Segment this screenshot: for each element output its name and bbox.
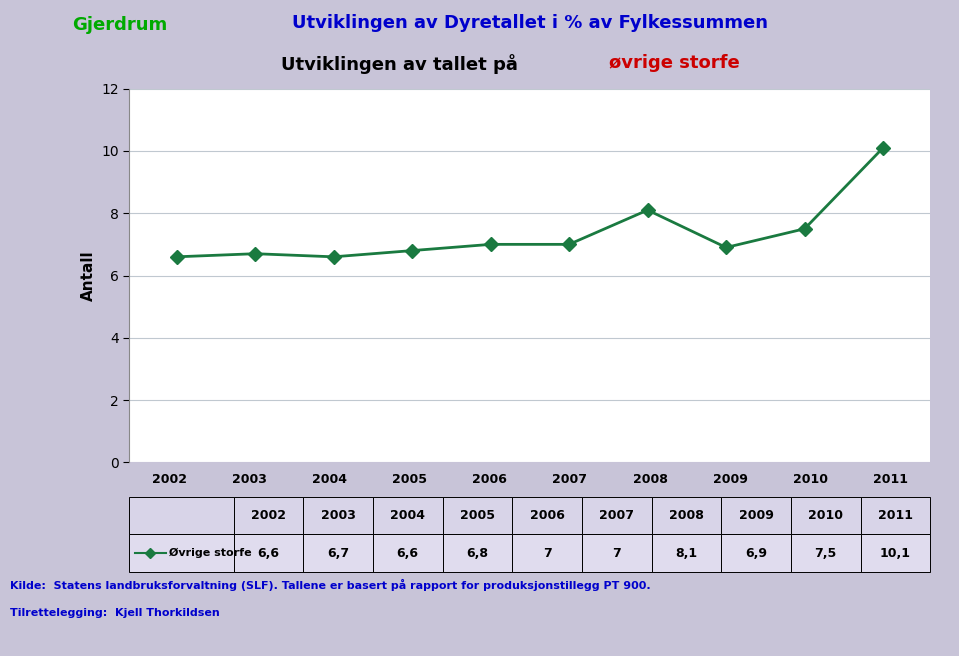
Text: 2010: 2010: [808, 509, 843, 522]
Bar: [651, 497, 721, 534]
Text: 6,9: 6,9: [745, 546, 767, 560]
Bar: [512, 534, 582, 572]
Bar: [303, 497, 373, 534]
Text: 2011: 2011: [877, 509, 913, 522]
Text: 7: 7: [613, 546, 621, 560]
Bar: [582, 534, 651, 572]
Text: 6,6: 6,6: [257, 546, 279, 560]
Bar: [860, 497, 930, 534]
Bar: [791, 534, 860, 572]
Text: 2011: 2011: [873, 473, 907, 486]
Text: 2002: 2002: [251, 509, 286, 522]
Text: 6,8: 6,8: [466, 546, 488, 560]
Bar: [129, 534, 234, 572]
Text: Kilde:  Statens landbruksforvaltning (SLF). Tallene er basert på rapport for pro: Kilde: Statens landbruksforvaltning (SLF…: [10, 579, 650, 590]
Text: 2007: 2007: [599, 509, 634, 522]
Bar: [442, 497, 512, 534]
Text: 2008: 2008: [633, 473, 667, 486]
Bar: [373, 497, 442, 534]
Text: øvrige storfe: øvrige storfe: [609, 54, 739, 72]
Text: 2007: 2007: [552, 473, 587, 486]
Bar: [129, 497, 234, 534]
Text: 2003: 2003: [232, 473, 267, 486]
Text: Gjerdrum: Gjerdrum: [72, 16, 167, 34]
Text: 2009: 2009: [738, 509, 774, 522]
Text: 2003: 2003: [320, 509, 356, 522]
Text: 8,1: 8,1: [675, 546, 697, 560]
Text: Øvrige storfe: Øvrige storfe: [169, 548, 251, 558]
Bar: [442, 534, 512, 572]
Text: 2006: 2006: [473, 473, 507, 486]
Bar: [651, 534, 721, 572]
Text: 2006: 2006: [529, 509, 565, 522]
Bar: [791, 497, 860, 534]
Text: 2009: 2009: [713, 473, 747, 486]
Text: 2004: 2004: [313, 473, 347, 486]
Bar: [373, 534, 442, 572]
Text: Utviklingen av tallet på: Utviklingen av tallet på: [280, 54, 524, 73]
Text: 6,7: 6,7: [327, 546, 349, 560]
Bar: [234, 497, 303, 534]
Text: 2004: 2004: [390, 509, 425, 522]
Text: 2010: 2010: [793, 473, 828, 486]
Bar: [721, 534, 791, 572]
Bar: [303, 534, 373, 572]
Text: Utviklingen av tallet på øvrige storfe: Utviklingen av tallet på øvrige storfe: [343, 54, 716, 73]
Bar: [582, 497, 651, 534]
Text: 6,6: 6,6: [397, 546, 419, 560]
Text: 2008: 2008: [669, 509, 704, 522]
Text: 10,1: 10,1: [880, 546, 911, 560]
Bar: [860, 534, 930, 572]
Bar: [512, 497, 582, 534]
Bar: [234, 534, 303, 572]
Text: 2005: 2005: [392, 473, 427, 486]
Text: 7: 7: [543, 546, 551, 560]
Text: Utviklingen av Dyretallet i % av Fylkessummen: Utviklingen av Dyretallet i % av Fylkess…: [292, 14, 768, 32]
Bar: [721, 497, 791, 534]
Text: 7,5: 7,5: [814, 546, 837, 560]
Y-axis label: Antall: Antall: [81, 250, 96, 301]
Text: Tilrettelegging:  Kjell Thorkildsen: Tilrettelegging: Kjell Thorkildsen: [10, 608, 220, 618]
Text: 2002: 2002: [152, 473, 187, 486]
Text: 2005: 2005: [460, 509, 495, 522]
